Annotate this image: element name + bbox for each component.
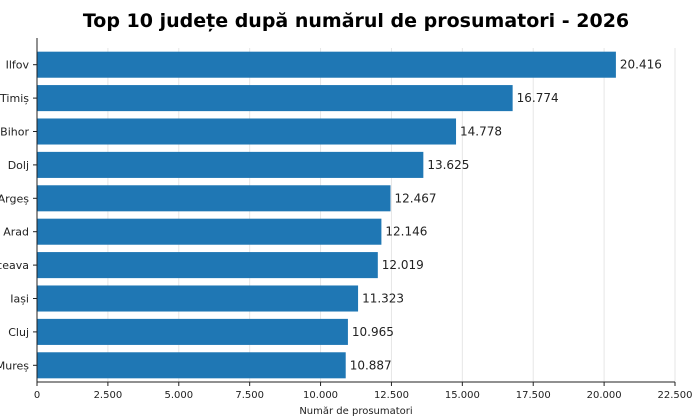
category-label: Dolj [8,159,29,172]
value-label: 10.965 [352,325,394,339]
bar-1 [37,85,513,112]
x-tick-label: 10.000 [303,390,338,401]
category-label: Ilfov [6,59,30,72]
axes: Ilfov 20.416 Timiș 16.774 Bihor 14.778 Dolj 13.… [0,38,693,401]
category-label: Timiș [0,92,29,105]
x-tick-label: 5.000 [164,390,193,401]
category-label: Cluj [8,326,29,339]
value-label: 11.323 [362,292,404,306]
chart-title: Top 10 județe după numărul de prosumator… [82,10,630,32]
x-tick-label: 2.500 [94,390,123,401]
x-tick-label: 0 [34,390,40,401]
x-tick-label: 17.500 [516,390,551,401]
bars [37,51,616,379]
value-label: 12.019 [382,258,424,272]
bar-6 [37,252,378,279]
bar-0 [37,51,616,78]
bar-8 [37,318,348,345]
bar-7 [37,285,359,312]
x-tick-label: 7.500 [235,390,264,401]
value-label: 20.416 [620,58,662,72]
value-label: 12.467 [395,191,437,205]
x-tick-label: 22.500 [658,390,693,401]
value-label: 12.146 [385,225,427,239]
x-tick-label: 15.000 [445,390,480,401]
value-label: 16.774 [517,91,559,105]
category-label: Arad [3,226,29,239]
value-label: 14.778 [460,125,502,139]
category-label: Iași [10,293,29,306]
bar-3 [37,151,424,178]
category-label: ceava [0,259,29,272]
category-label: Mureș [0,359,29,372]
x-tick-label: 12.500 [374,390,409,401]
category-label: Bihor [0,126,29,139]
bar-9 [37,352,346,379]
value-label: 10.887 [350,358,392,372]
x-axis-title: Număr de prosumatori [299,406,412,417]
bar-4 [37,185,391,212]
value-label: 13.625 [427,158,469,172]
bar-5 [37,218,382,245]
bar-2 [37,118,457,145]
category-label: Argeș [0,192,29,205]
x-tick-label: 20.000 [587,390,622,401]
